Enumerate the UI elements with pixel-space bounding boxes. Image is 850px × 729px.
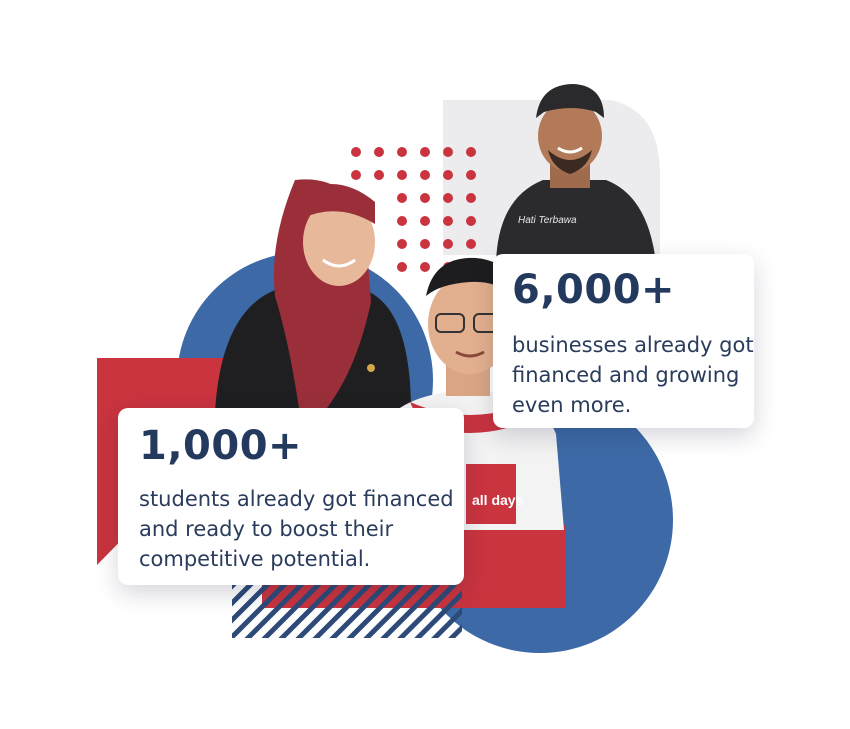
striped-pattern <box>232 580 462 638</box>
stat-line: competitive potential. <box>139 547 371 571</box>
stat-line: businesses already got <box>512 333 754 357</box>
red-dot-grid <box>351 147 476 272</box>
stat-line: students already got financed <box>139 487 454 511</box>
stat-card-businesses: 6,000+ businesses already got financed a… <box>493 254 754 428</box>
man-shirt-print: Hati Terbawa <box>518 215 577 226</box>
stat-line: even more. <box>512 393 632 417</box>
photo-man-cap <box>496 84 656 263</box>
stat-line: and ready to boost their <box>139 517 394 541</box>
photo-woman-hijab <box>215 179 411 412</box>
stat-line: financed and growing <box>512 363 740 387</box>
stat-number-students: 1,000+ <box>139 423 303 469</box>
stat-number-businesses: 6,000+ <box>512 267 676 313</box>
center-shirt-print: all days <box>472 492 524 508</box>
stat-card-students: 1,000+ students already got financed and… <box>118 408 464 585</box>
